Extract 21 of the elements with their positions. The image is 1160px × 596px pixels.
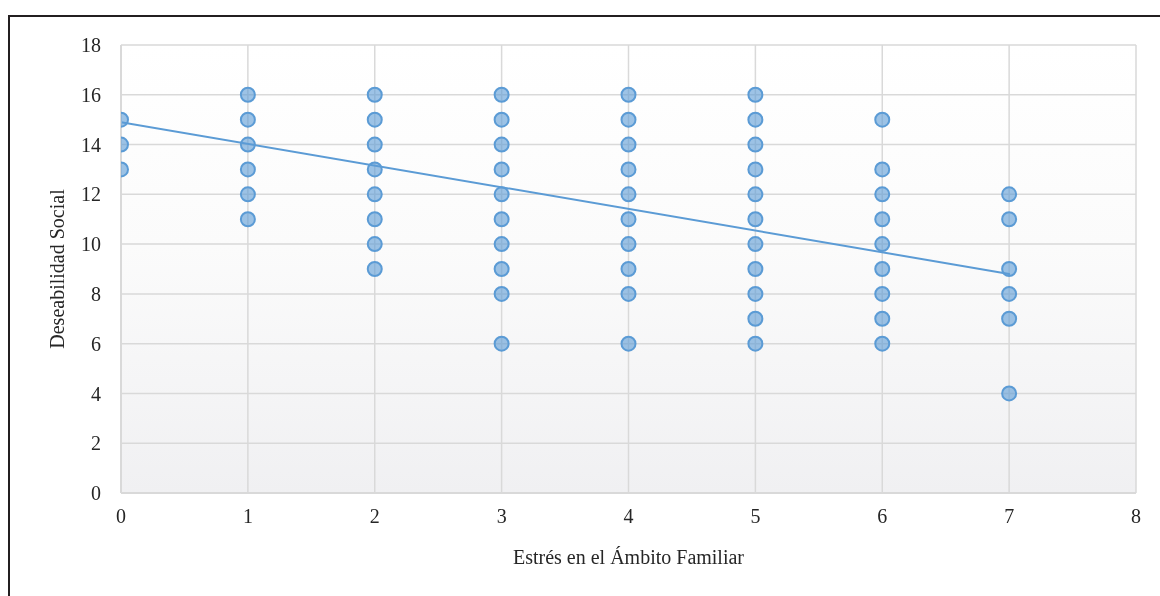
- y-tick-label: 0: [91, 482, 101, 505]
- y-tick-label: 4: [91, 382, 101, 405]
- y-tick-label: 8: [91, 282, 101, 305]
- y-tick-label: 16: [81, 83, 101, 106]
- x-tick-label: 4: [623, 505, 634, 528]
- x-axis-title: Estrés en el Ámbito Familiar: [512, 546, 745, 568]
- x-tick-label: 8: [1131, 505, 1141, 528]
- x-tick-label: 6: [877, 505, 888, 528]
- y-tick-label: 10: [81, 233, 101, 256]
- y-tick-label: 18: [81, 34, 101, 57]
- x-tick-label: 5: [750, 505, 761, 528]
- x-tick-label: 1: [242, 505, 253, 528]
- x-tick-label: 0: [116, 505, 126, 528]
- y-tick-label: 12: [81, 183, 101, 206]
- x-tick-label: 2: [369, 505, 380, 528]
- y-tick-label: 6: [91, 332, 101, 355]
- y-axis-title: Deseabilidad Social: [46, 188, 68, 349]
- y-tick-label: 2: [91, 432, 101, 455]
- x-tick-label: 3: [496, 505, 507, 528]
- y-tick-label: 14: [81, 133, 101, 156]
- x-tick-label: 7: [1004, 505, 1015, 528]
